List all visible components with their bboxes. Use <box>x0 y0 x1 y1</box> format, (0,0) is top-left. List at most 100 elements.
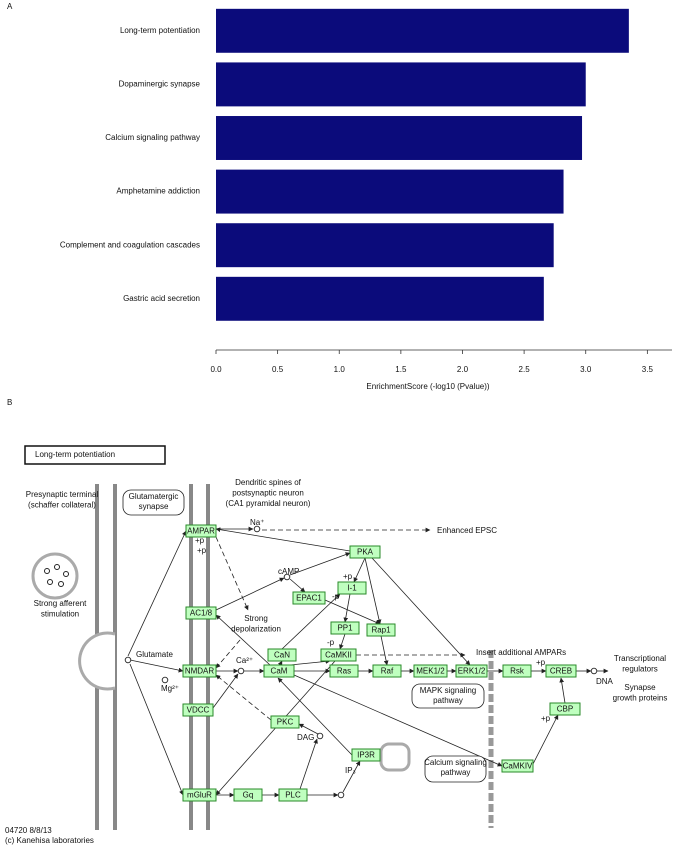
bar <box>216 276 544 321</box>
node <box>329 664 359 678</box>
node <box>366 623 396 637</box>
edge <box>289 659 331 666</box>
edge <box>215 527 351 552</box>
vesicle <box>31 552 79 600</box>
pathway-link-label: Glutamatergic <box>129 492 179 501</box>
dashed-edge <box>215 536 249 611</box>
edge <box>277 677 353 756</box>
title-box <box>24 445 166 465</box>
compound <box>337 791 345 799</box>
footer: 04720 8/8/13 <box>5 826 52 835</box>
y-tick-label: Gastric acid secretion <box>123 294 200 303</box>
edge <box>293 674 503 767</box>
pathway-link-label: pathway <box>441 768 471 777</box>
label: +p <box>343 572 353 581</box>
label: cAMP <box>278 567 299 576</box>
edge <box>364 557 382 625</box>
pathway-link-label: MAPK signaling <box>420 686 476 695</box>
bar <box>216 169 564 214</box>
label: Insert additional AMPARs <box>476 648 566 657</box>
edge <box>380 635 389 666</box>
edge <box>129 663 184 796</box>
node-label: IP3R <box>357 751 375 760</box>
annotation: (schaffer collateral) <box>28 501 96 510</box>
x-tick-label: 3.0 <box>580 365 592 374</box>
label: Ca²⁺ <box>236 656 253 665</box>
node <box>502 664 532 678</box>
y-tick-label: Calcium signaling pathway <box>105 133 200 142</box>
label: -p <box>327 638 335 647</box>
node-label: CaMKIV <box>503 762 533 771</box>
node <box>182 664 217 678</box>
compound <box>316 732 324 740</box>
node <box>182 703 214 717</box>
node-label: Gq <box>243 791 254 800</box>
label: DAG <box>297 733 314 742</box>
node <box>351 748 381 762</box>
node-label: Rap1 <box>371 626 391 635</box>
node <box>185 606 217 620</box>
edge <box>559 677 566 704</box>
edge <box>339 633 346 650</box>
annotation: stimulation <box>41 610 79 619</box>
node-label: Raf <box>381 667 394 676</box>
compound <box>237 667 245 675</box>
footer: (c) Kanehisa laboratories <box>5 836 94 845</box>
node-label: CBP <box>557 705 573 714</box>
edge <box>129 659 184 673</box>
pathway-link-label: pathway <box>433 696 463 705</box>
node-label: NMDAR <box>185 667 215 676</box>
edge <box>289 552 351 576</box>
pathway-link <box>122 489 185 516</box>
node <box>501 759 534 773</box>
annotation: Dendritic spines of <box>235 478 302 487</box>
edge <box>298 723 319 735</box>
annotation: (CA1 pyramidal neuron) <box>226 499 311 508</box>
compound <box>590 667 598 675</box>
x-tick-label: 1.5 <box>395 365 407 374</box>
x-tick-label: 0.0 <box>210 365 222 374</box>
node-label: ERK1/2 <box>458 667 486 676</box>
panel-label: B <box>7 398 12 407</box>
node-label: EPAC1 <box>296 594 322 603</box>
pathway-link <box>411 683 485 709</box>
bar <box>216 8 629 53</box>
node-label: CaM <box>271 667 288 676</box>
annotation: postsynaptic neuron <box>232 489 304 498</box>
node <box>267 648 297 662</box>
annotation: depolarization <box>231 625 281 634</box>
annotation: regulators <box>622 665 658 674</box>
y-tick-label: Amphetamine addiction <box>116 187 200 196</box>
label: +p <box>197 546 207 555</box>
annotation: Strong afferent <box>34 599 88 608</box>
node-label: AC1/8 <box>190 609 213 618</box>
annotation: Strong <box>244 614 268 623</box>
node-label: MEK1/2 <box>416 667 445 676</box>
edge <box>277 660 283 667</box>
node-label: mGluR <box>187 791 212 800</box>
x-tick-label: 2.0 <box>457 365 469 374</box>
pathway-link-label: synapse <box>139 502 169 511</box>
label: -p <box>332 592 340 601</box>
pathway-link-label: Calcium signaling <box>424 758 487 767</box>
edge <box>215 614 271 666</box>
node-label: Ras <box>337 667 351 676</box>
pathway-diagram: Long-term potentiation AMPARPKAI-1EPAC1A… <box>5 445 667 845</box>
node <box>349 545 381 559</box>
label: +p <box>536 658 546 667</box>
compound <box>283 573 291 581</box>
node <box>549 702 581 716</box>
label: +p <box>195 536 205 545</box>
edge <box>127 530 187 657</box>
label: DNA <box>596 677 614 686</box>
node-label: VDCC <box>187 706 210 715</box>
ip3r-loop <box>379 742 411 772</box>
x-tick-label: 0.5 <box>272 365 284 374</box>
annotation: Presynaptic terminal <box>26 490 99 499</box>
edge <box>281 593 341 650</box>
x-axis-title: EnrichmentScore (-log10 (Pvalue)) <box>366 382 489 391</box>
edge <box>324 599 381 625</box>
node-label: AMPAR <box>187 527 215 536</box>
node-label: CaN <box>274 651 290 660</box>
